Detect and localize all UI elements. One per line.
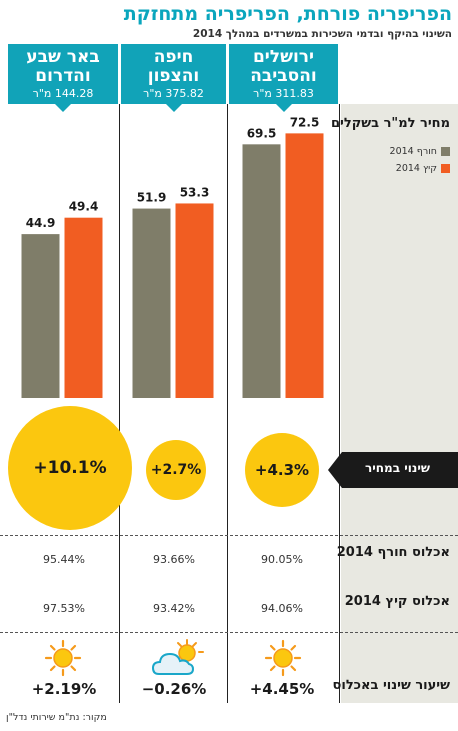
legend-item-summer: קיץ 2014 — [396, 163, 450, 174]
source-note: מקור: נת"מ שירותי נדל"ן — [6, 712, 107, 723]
region-area: 144.28 מ"ר — [32, 87, 94, 100]
row-label-occ-summer: אכלוס קיץ 2014 — [344, 594, 450, 609]
bar-summer-beersheva — [64, 217, 103, 398]
bar-winter-beersheva — [21, 234, 60, 398]
change-label-tag — [328, 452, 458, 488]
occ-winter-beersheva: 95.44% — [43, 553, 85, 566]
region-header-jerusalem: ירושלים והסביבה 311.83 מ"ר — [229, 44, 338, 112]
legend-label: קיץ 2014 — [395, 163, 437, 174]
column-divider — [339, 104, 340, 703]
bar-winter-haifa — [132, 208, 171, 398]
row-label-price: מחיר למ"ר בשקלים — [330, 116, 450, 131]
chart-title: הפריפריה פורחת, הפריפריה מתחזקת — [123, 3, 452, 25]
legend-item-winter: חורף 2014 — [390, 146, 450, 157]
occ-winter-haifa: 93.66% — [153, 553, 195, 566]
change-circle-jerusalem: +4.3% — [245, 433, 319, 507]
region-name-line2: והדרום — [35, 66, 91, 86]
region-area: 375.82 מ"ר — [143, 87, 204, 100]
row-label-occ-change: שיעור שינוי באכלוס — [332, 678, 450, 693]
legend-label: חורף 2014 — [389, 146, 437, 157]
region-name-line1: ירושלים — [252, 47, 315, 67]
region-name-line1: חיפה — [153, 47, 194, 67]
bar-winter-jerusalem — [242, 144, 281, 398]
header-pointer — [165, 104, 182, 112]
occ-summer-beersheva: 97.53% — [43, 602, 85, 615]
region-header-haifa: חיפה והצפון 375.82 מ"ר — [121, 44, 226, 112]
legend-swatch — [441, 147, 450, 156]
cloud-sun-icon — [151, 639, 204, 675]
region-name-line2: והצפון — [147, 66, 200, 86]
column-divider — [119, 104, 120, 703]
row-label-change: שינוי במחיר — [365, 461, 430, 475]
region-name-line2: והסביבה — [250, 66, 317, 86]
occ-change-haifa: −0.26% — [141, 680, 207, 698]
bar-summer-haifa — [175, 203, 214, 398]
change-circle-haifa: +2.7% — [146, 440, 206, 500]
row-labels-column — [341, 104, 458, 703]
region-area: 311.83 מ"ר — [253, 87, 314, 100]
sun-icon — [264, 639, 302, 677]
region-header-beersheva: באר שבע והדרום 144.28 מ"ר — [8, 44, 118, 112]
occ-winter-jerusalem: 90.05% — [261, 553, 303, 566]
occ-change-beersheva: +2.19% — [31, 680, 97, 698]
row-separator — [0, 632, 458, 633]
column-divider — [227, 104, 228, 703]
row-label-occ-winter: אכלוס חורף 2014 — [336, 545, 450, 560]
legend-swatch — [441, 164, 450, 173]
change-circle-beersheva: +10.1% — [8, 406, 132, 530]
occ-summer-haifa: 93.42% — [153, 602, 195, 615]
sun-icon — [44, 639, 82, 677]
bar-summer-jerusalem — [285, 133, 324, 398]
header-pointer — [275, 104, 292, 112]
chart-subtitle: השינוי בהיקף ובדמי השכירות במשרדים במהלך… — [192, 28, 452, 40]
header-pointer — [55, 104, 71, 112]
bar-label-summer-haifa: 53.3 — [180, 185, 210, 199]
bar-label-winter-jerusalem: 69.5 — [247, 126, 277, 140]
bar-label-winter-haifa: 51.9 — [137, 191, 167, 205]
bar-label-winter-beersheva: 44.9 — [26, 216, 56, 230]
bar-label-summer-beersheva: 49.4 — [69, 200, 99, 214]
row-separator — [0, 535, 458, 536]
bar-label-summer-jerusalem: 72.5 — [290, 115, 320, 129]
occ-summer-jerusalem: 94.06% — [261, 602, 303, 615]
occ-change-jerusalem: +4.45% — [249, 680, 315, 698]
region-name-line1: באר שבע — [26, 47, 100, 67]
